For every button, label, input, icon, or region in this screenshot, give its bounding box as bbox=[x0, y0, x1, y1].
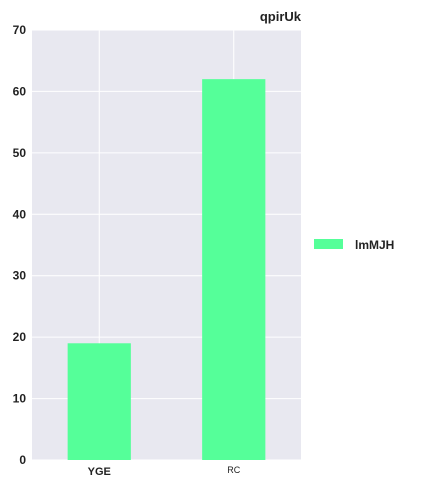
legend: lmMJH bbox=[314, 238, 394, 252]
x-tick-label: YGE bbox=[88, 466, 111, 478]
y-tick-label: 20 bbox=[13, 330, 27, 344]
bar-yge bbox=[67, 343, 131, 460]
y-tick-label: 0 bbox=[19, 453, 26, 467]
y-tick-label: 30 bbox=[13, 269, 27, 283]
y-tick-label: 70 bbox=[13, 23, 27, 37]
y-tick-label: 50 bbox=[13, 146, 27, 160]
bars bbox=[67, 79, 266, 461]
y-axis-ticks: 0 10 20 30 40 50 60 70 bbox=[13, 23, 27, 467]
y-tick-label: 10 bbox=[13, 392, 27, 406]
x-tick-label: RC bbox=[227, 465, 240, 475]
bar-rc bbox=[202, 79, 266, 461]
y-tick-label: 60 bbox=[13, 84, 27, 98]
x-axis-ticks: YGE RC bbox=[88, 465, 241, 478]
legend-label: lmMJH bbox=[355, 238, 394, 252]
chart-title: qpirUk bbox=[260, 9, 302, 24]
y-tick-label: 40 bbox=[13, 207, 27, 221]
legend-swatch bbox=[314, 239, 343, 249]
